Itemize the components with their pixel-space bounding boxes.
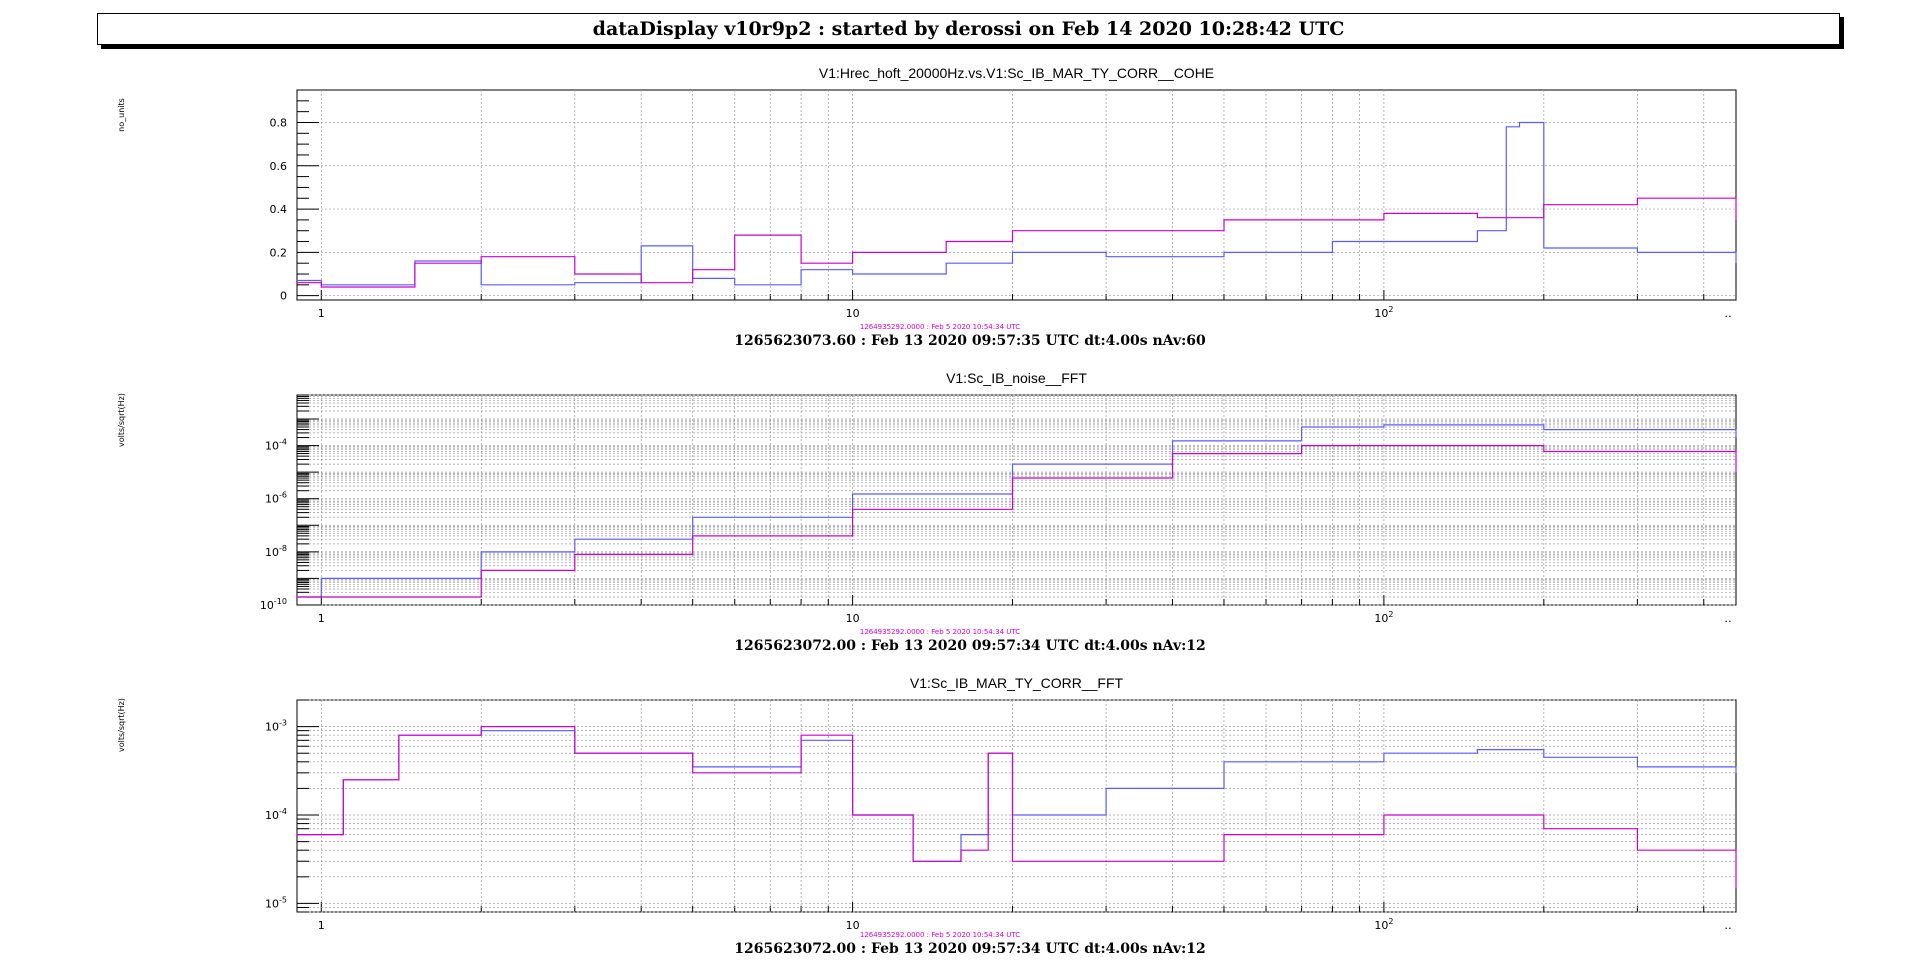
y-tick-label: 0.6 bbox=[270, 160, 288, 173]
reference-label: 1264935292.0000 : Feb 5 2020 10:54:34 UT… bbox=[860, 628, 1020, 636]
reference-label: 1264935292.0000 : Feb 5 2020 10:54:34 UT… bbox=[860, 323, 1020, 331]
series-line bbox=[297, 726, 1737, 888]
x-tick-label: 1 bbox=[318, 919, 325, 932]
plot-footer: 1265623072.00 : Feb 13 2020 09:57:34 UTC… bbox=[734, 941, 1205, 957]
plot-title: V1:Sc_IB_noise__FFT bbox=[946, 370, 1087, 386]
page-title: dataDisplay v10r9p2 : started by derossi… bbox=[592, 18, 1345, 40]
x-tick-label: ‥ bbox=[1724, 307, 1731, 320]
y-axis-label: no_units bbox=[117, 98, 126, 132]
y-tick-label: 0.4 bbox=[270, 203, 288, 216]
x-tick-label: 10 bbox=[846, 307, 860, 320]
plot-frame bbox=[296, 394, 1737, 606]
plot-footer: 1265623073.60 : Feb 13 2020 09:57:35 UTC… bbox=[734, 333, 1206, 349]
y-tick-label: 0.2 bbox=[270, 246, 288, 259]
plot-frame bbox=[296, 89, 1737, 301]
reference-label: 1264935292.0000 : Feb 5 2020 10:54:34 UT… bbox=[860, 931, 1020, 939]
y-tick-label: 10-4 bbox=[265, 438, 287, 453]
y-tick-label: 10-4 bbox=[265, 807, 287, 822]
x-tick-label: 102 bbox=[1374, 917, 1393, 932]
header-box: dataDisplay v10r9p2 : started by derossi… bbox=[97, 13, 1840, 45]
plot-title: V1:Hrec_hoft_20000Hz.vs.V1:Sc_IB_MAR_TY_… bbox=[819, 65, 1214, 81]
x-tick-label: 1 bbox=[318, 612, 325, 625]
y-tick-label: 10-8 bbox=[265, 544, 287, 559]
series-line bbox=[297, 197, 1737, 288]
y-tick-label: 10-3 bbox=[265, 719, 287, 734]
x-tick-label: 102 bbox=[1374, 305, 1393, 320]
y-axis-label: volts/sqrt(Hz) bbox=[117, 698, 126, 752]
y-axis-label: volts/sqrt(Hz) bbox=[117, 393, 126, 447]
x-tick-label: 102 bbox=[1374, 610, 1393, 625]
y-tick-label: 0 bbox=[280, 290, 287, 303]
series-line bbox=[297, 121, 1737, 286]
x-tick-label: ‥ bbox=[1724, 919, 1731, 932]
y-tick-label: 0.8 bbox=[270, 116, 288, 129]
plot-frame bbox=[296, 699, 1737, 913]
x-tick-label: 10 bbox=[846, 919, 860, 932]
y-tick-label: 10-10 bbox=[260, 597, 287, 612]
y-tick-label: 10-5 bbox=[265, 895, 287, 910]
x-tick-label: ‥ bbox=[1724, 612, 1731, 625]
series-line bbox=[297, 445, 1737, 598]
x-tick-label: 1 bbox=[318, 307, 325, 320]
x-tick-label: 10 bbox=[846, 612, 860, 625]
plot-footer: 1265623072.00 : Feb 13 2020 09:57:34 UTC… bbox=[734, 638, 1205, 654]
y-tick-label: 10-6 bbox=[265, 491, 287, 506]
plot-title: V1:Sc_IB_MAR_TY_CORR__FFT bbox=[910, 675, 1124, 691]
